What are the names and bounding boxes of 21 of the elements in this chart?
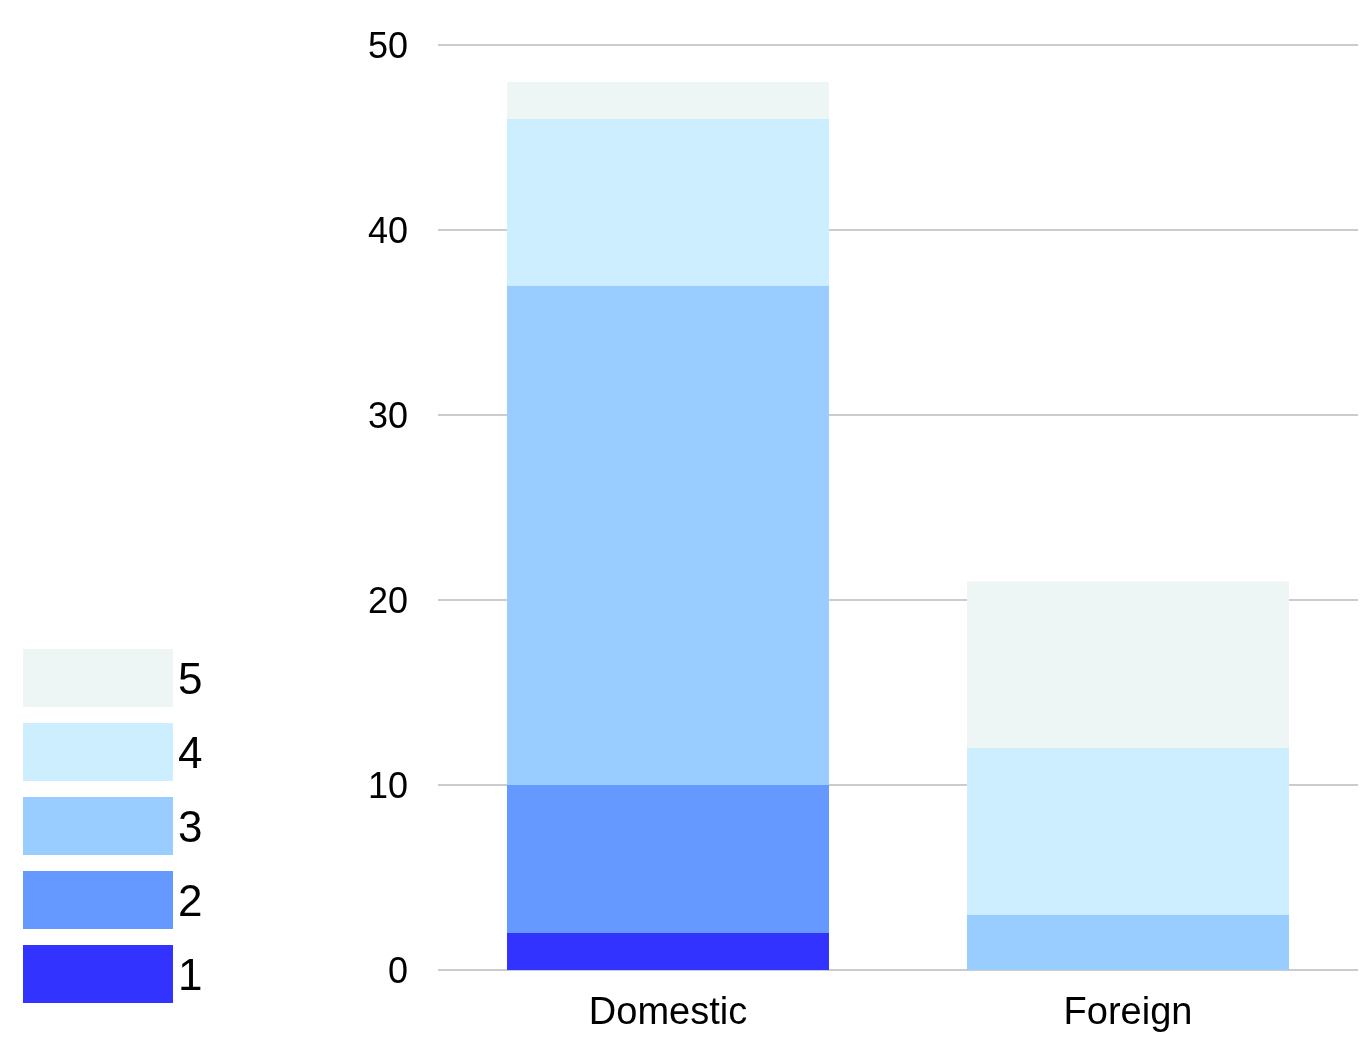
bar (507, 285, 829, 785)
y-tick-label: 10 (367, 764, 408, 806)
y-tick-label: 40 (367, 209, 408, 251)
y-tick-label: 50 (367, 24, 408, 66)
bar (507, 785, 829, 933)
bar (967, 581, 1289, 748)
bar (507, 82, 829, 119)
x-tick-label: Domestic (588, 990, 748, 1032)
legend-label: 2 (178, 875, 203, 925)
legend-label: 4 (178, 727, 203, 777)
y-tick-label: 20 (367, 579, 408, 621)
bar (507, 933, 829, 970)
bar (967, 914, 1289, 970)
bar (507, 119, 829, 286)
y-tick-label: 30 (367, 394, 408, 436)
y-tick-label: 0 (387, 949, 408, 991)
bar (967, 748, 1289, 915)
legend-label: 3 (178, 801, 203, 851)
legend-label: 1 (178, 949, 203, 999)
legend-label: 5 (178, 653, 203, 703)
x-tick-label: Foreign (1063, 990, 1193, 1032)
